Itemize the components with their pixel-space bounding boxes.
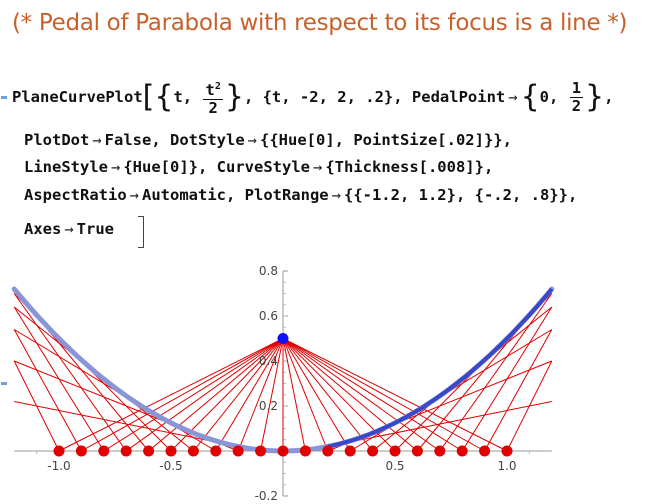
x-tick-label: -1.0 bbox=[47, 459, 70, 473]
code-line-1[interactable]: PlaneCurvePlot[{t, t2 2}, {t, -2, 2, .2},… bbox=[12, 78, 614, 118]
y-tick-label: 0.8 bbox=[259, 264, 278, 278]
tangent-line bbox=[484, 329, 553, 452]
focus-line bbox=[81, 338, 284, 452]
x-tick-label: -0.5 bbox=[159, 459, 182, 473]
parabola-path-right bbox=[327, 287, 554, 449]
pedal-dot bbox=[389, 445, 401, 457]
pedal-dot bbox=[299, 445, 311, 457]
focus-line bbox=[282, 338, 329, 452]
pedal-curve-plot: -1.0 -0.5 0.5 1.0 -0.2 0.2 0.4 0.6 0.8 bbox=[11, 264, 555, 503]
pedal-dot bbox=[75, 445, 87, 457]
tangent-line bbox=[506, 360, 553, 452]
y-tick-label: 0.2 bbox=[259, 399, 278, 413]
pedal-dot bbox=[277, 445, 289, 457]
code-line-2[interactable]: PlotDot → False, DotStyle → {{Hue[0], PointS… bbox=[24, 131, 512, 149]
focus-line bbox=[282, 338, 463, 452]
x-tick-label: 0.5 bbox=[385, 459, 404, 473]
focus-line bbox=[282, 338, 373, 452]
y-tick-label: 0.6 bbox=[259, 309, 278, 323]
code-line-3[interactable]: LineStyle → {Hue[0]}, CurveStyle → {Thicknes… bbox=[24, 158, 494, 176]
pedal-dot bbox=[255, 445, 267, 457]
focus-line bbox=[282, 338, 306, 452]
focus-line bbox=[260, 338, 284, 452]
closing-bracket bbox=[138, 216, 144, 248]
pedal-dot bbox=[411, 445, 423, 457]
focus-line bbox=[282, 338, 441, 452]
pedal-dot bbox=[434, 445, 446, 457]
pedal-dot bbox=[120, 445, 132, 457]
tangent-line bbox=[439, 293, 553, 452]
focus-line bbox=[282, 338, 418, 452]
pedal-dot bbox=[322, 445, 334, 457]
focus-line bbox=[282, 338, 508, 452]
focus-line bbox=[282, 338, 396, 452]
focus-line bbox=[148, 338, 284, 452]
pedal-dot bbox=[479, 445, 491, 457]
pedal-dot bbox=[456, 445, 468, 457]
cell-marker-output bbox=[1, 382, 7, 385]
tick-labels: -1.0 -0.5 0.5 1.0 -0.2 0.2 0.4 0.6 0.8 bbox=[47, 264, 516, 503]
comment-text: (* Pedal of Parabola with respect to its… bbox=[12, 10, 628, 36]
pedal-dot bbox=[344, 445, 356, 457]
function-name: PlaneCurvePlot bbox=[12, 88, 143, 107]
tangent-line bbox=[13, 293, 127, 452]
focus-line bbox=[58, 338, 284, 452]
y-tick-label: 0.4 bbox=[259, 354, 278, 368]
pedal-dot bbox=[165, 445, 177, 457]
code-line-4[interactable]: AspectRatio → Automatic, PlotRange → {{-1.2,… bbox=[24, 186, 578, 204]
pedal-dot bbox=[187, 445, 199, 457]
focus-line bbox=[215, 338, 284, 452]
focus-line bbox=[282, 338, 351, 452]
focus-point bbox=[277, 333, 289, 344]
pedal-dot bbox=[53, 445, 65, 457]
y-tick-label: -0.2 bbox=[255, 489, 278, 503]
focus-line bbox=[237, 338, 284, 452]
pedal-dot bbox=[143, 445, 155, 457]
tangent-line bbox=[461, 306, 553, 452]
pedal-dot bbox=[501, 445, 513, 457]
focus-line bbox=[282, 338, 485, 452]
pedal-dot bbox=[232, 445, 244, 457]
pedal-dot bbox=[98, 445, 110, 457]
pedal-dot bbox=[210, 445, 222, 457]
pedal-dots bbox=[53, 333, 513, 457]
x-tick-label: 1.0 bbox=[497, 459, 516, 473]
code-line-5[interactable]: Axes → True bbox=[24, 220, 114, 238]
focus-line bbox=[193, 338, 284, 452]
pedal-dot bbox=[367, 445, 379, 457]
tangent-line bbox=[13, 329, 82, 452]
fraction-t2-over-2: t2 2 bbox=[203, 78, 223, 117]
cell-marker bbox=[1, 96, 7, 99]
